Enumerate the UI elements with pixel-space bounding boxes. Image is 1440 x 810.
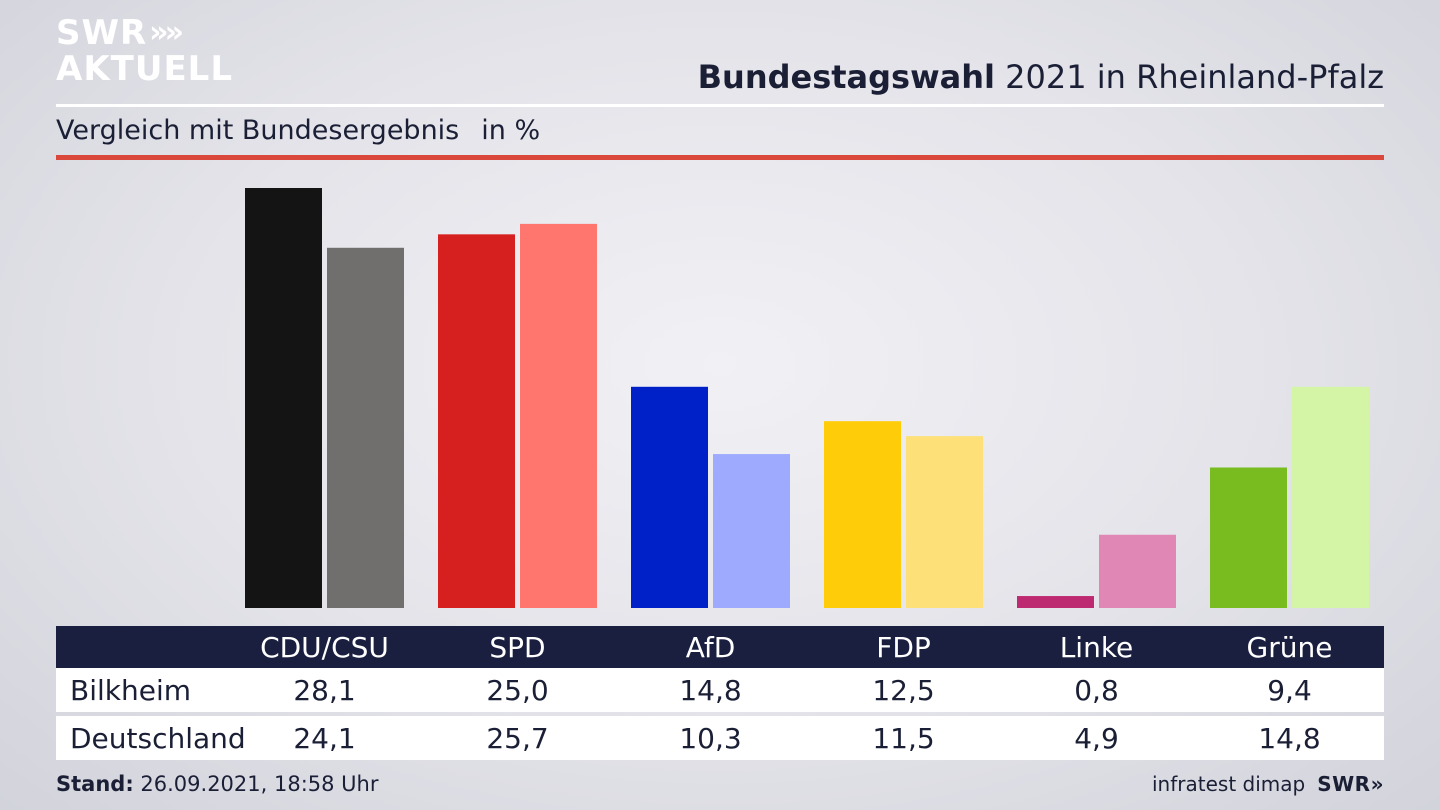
stand-value: 26.09.2021, 18:58 Uhr [133,772,379,796]
bar-deutschland-afd [713,454,790,608]
table-cell: 11,5 [872,721,935,755]
table-cell: 25,7 [486,721,549,755]
table-cell: 4,9 [1074,721,1119,755]
subtitle-text: Vergleich mit Bundesergebnis [56,115,460,146]
bar-bilkheim-grüne [1210,467,1287,608]
bar-deutschland-grüne [1292,386,1369,608]
bar-bilkheim-fdp [824,421,901,608]
source-credit: infratest dimap SWR» [1152,772,1384,796]
bar-deutschland-cducsu [327,247,404,608]
column-header: FDP [876,630,931,664]
table-row-1: Bilkheim 28,1 25,0 14,8 12,5 0,8 9,4 [56,668,1384,712]
table-cell: 12,5 [872,673,935,707]
header-divider [56,104,1384,107]
table-header-row: CDU/CSU SPD AfD FDP Linke Grüne [56,626,1384,668]
timestamp: Stand: 26.09.2021, 18:58 Uhr [56,772,379,796]
bar-deutschland-linke [1099,534,1176,608]
logo-line1: SWR [56,13,148,53]
bar-bilkheim-afd [631,386,708,608]
bar-deutschland-spd [520,223,597,608]
table-row-2: Deutschland 24,1 25,7 10,3 11,5 4,9 14,8 [56,716,1384,760]
title-rest: 2021 in Rheinland-Pfalz [995,58,1384,96]
table-cell: 0,8 [1074,673,1119,707]
column-header: AfD [685,630,736,664]
bar-bilkheim-linke [1017,596,1094,608]
column-header: Grüne [1246,630,1333,664]
table-cell: 10,3 [679,721,742,755]
table-cell: 24,1 [293,721,356,755]
swr-brand-logo: SWR» [1317,772,1384,796]
swr-aktuell-logo: SWR»» AKTUELL [56,16,233,86]
logo-line2: AKTUELL [56,49,234,89]
stand-label: Stand: [56,772,134,796]
subtitle: Vergleich mit Bundesergebnis in % [56,115,540,146]
results-table: CDU/CSU SPD AfD FDP Linke Grüne Bilkheim 28,1 2… [56,626,1384,760]
bar-chart [245,188,1369,608]
subtitle-unit: in % [481,115,541,146]
bar-bilkheim-spd [438,234,515,608]
page-title: Bundestagswahl 2021 in Rheinland-Pfalz [698,58,1384,96]
bar-deutschland-fdp [906,436,983,608]
table-cell: 25,0 [486,673,549,707]
column-header: Linke [1059,630,1134,664]
table-cell: 9,4 [1267,673,1312,707]
table-cell: 14,8 [1258,721,1321,755]
bar-bilkheim-cducsu [245,188,322,608]
source-text: infratest dimap [1152,772,1306,796]
table-cell: 14,8 [679,673,742,707]
row-label: Bilkheim [70,673,192,707]
accent-divider [56,155,1384,160]
column-header: CDU/CSU [260,630,389,664]
row-label: Deutschland [70,721,246,755]
column-header: SPD [489,630,546,664]
title-bold: Bundestagswahl [697,58,995,96]
table-cell: 28,1 [293,673,356,707]
